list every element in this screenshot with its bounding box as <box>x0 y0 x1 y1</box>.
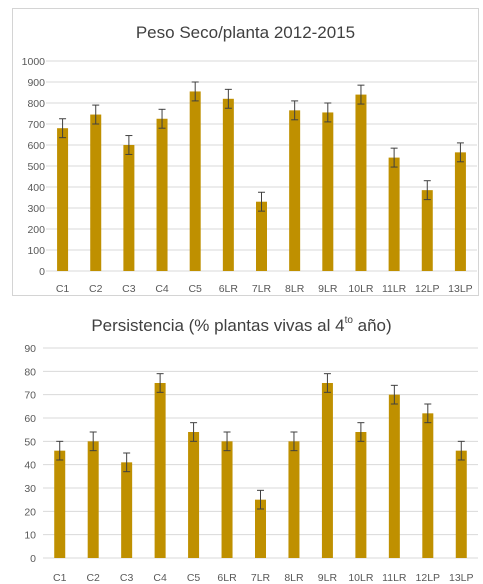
bar <box>355 432 367 558</box>
y-tick-label: 700 <box>27 119 45 131</box>
bar <box>222 98 234 271</box>
bar <box>154 383 166 558</box>
x-tick-label: C2 <box>89 283 103 295</box>
chart-peso-seco: Peso Seco/planta 2012-2015 0 100 200 300 400… <box>12 8 479 296</box>
x-tick-label: C3 <box>122 283 136 295</box>
chart-title-superscript: to <box>344 315 353 327</box>
bar <box>121 462 133 558</box>
bar <box>90 114 102 271</box>
x-tick-label: C5 <box>187 572 201 584</box>
y-tick-label: 600 <box>27 140 45 152</box>
y-tick-label: 60 <box>24 413 36 425</box>
x-tick-label: 13LP <box>448 283 473 295</box>
x-tick-label: 9LR <box>318 283 338 295</box>
x-tick-label: C4 <box>153 572 167 584</box>
y-tick-label: 50 <box>24 436 36 448</box>
x-tick-label: 6LR <box>217 572 237 584</box>
y-tick-label: 400 <box>27 182 45 194</box>
x-tick-label: C1 <box>56 283 70 295</box>
chart-title: Peso Seco/planta 2012-2015 <box>135 23 356 42</box>
bar <box>188 432 200 558</box>
x-tick-label: C4 <box>155 283 169 295</box>
x-tick-label: C5 <box>188 283 202 295</box>
y-tick-label: 40 <box>24 460 36 472</box>
x-tick-label: C2 <box>86 572 100 584</box>
x-tick-label: 12LP <box>415 283 440 295</box>
x-tick-label: 10LR <box>348 572 374 584</box>
chart-persistencia: Persistencia (% plantas vivas al 4to año… <box>0 304 483 584</box>
bar <box>123 145 135 271</box>
bar <box>388 394 400 558</box>
chart-title-end: año) <box>352 316 392 335</box>
bar <box>221 441 233 558</box>
bar <box>454 152 466 271</box>
x-tick-label: 11LR <box>382 283 407 295</box>
y-tick-label: 20 <box>24 506 36 518</box>
y-tick-label: 500 <box>27 161 45 173</box>
x-tick-label: 13LP <box>449 572 474 584</box>
y-tick-label: 0 <box>30 553 36 565</box>
chart-plot-area: 0 10 20 30 40 50 60 70 80 90 C1 C2 C3 C4 C5 6LR 7LR 8LR 9L… <box>24 343 478 584</box>
y-tick-label: 0 <box>39 266 45 278</box>
x-tick-label: 6LR <box>219 283 239 295</box>
bar <box>87 441 99 558</box>
bar <box>54 450 66 558</box>
bar <box>288 441 300 558</box>
bar <box>255 499 266 558</box>
bar <box>322 112 334 271</box>
y-tick-label: 1000 <box>22 56 46 68</box>
bar <box>321 383 333 558</box>
x-tick-label: C1 <box>53 572 67 584</box>
bar <box>422 413 434 558</box>
bar <box>455 450 467 558</box>
bar <box>289 110 301 271</box>
y-tick-label: 70 <box>24 390 36 402</box>
y-tick-label: 200 <box>27 224 45 236</box>
bar <box>189 91 201 271</box>
x-tick-label: 9LR <box>318 572 338 584</box>
y-tick-label: 800 <box>27 98 45 110</box>
x-tick-label: 8LR <box>284 572 304 584</box>
bar <box>355 94 367 271</box>
x-tick-label: 8LR <box>285 283 305 295</box>
x-tick-label: 11LR <box>382 572 407 584</box>
y-tick-label: 90 <box>24 343 36 355</box>
y-tick-label: 10 <box>24 530 36 542</box>
x-tick-label: 10LR <box>348 283 374 295</box>
bar <box>156 118 168 271</box>
bar <box>388 157 400 271</box>
bar <box>421 190 433 271</box>
bar <box>256 201 267 271</box>
y-tick-label: 900 <box>27 77 45 89</box>
x-tick-label: 7LR <box>252 283 272 295</box>
x-tick-label: C3 <box>120 572 134 584</box>
y-tick-label: 300 <box>27 203 45 215</box>
chart-plot-area: 0 100 200 300 400 500 600 700 800 900 1000 C1 C2 C3 C4… <box>22 56 477 295</box>
x-tick-label: 7LR <box>251 572 271 584</box>
chart-title: Persistencia (% plantas vivas al 4to año… <box>0 315 483 336</box>
x-tick-label: 12LP <box>416 572 441 584</box>
y-tick-label: 80 <box>24 366 36 378</box>
y-tick-label: 100 <box>27 245 45 257</box>
y-tick-label: 30 <box>24 483 36 495</box>
bar <box>57 128 69 271</box>
chart-title-main: Persistencia (% plantas vivas al 4 <box>91 316 345 335</box>
